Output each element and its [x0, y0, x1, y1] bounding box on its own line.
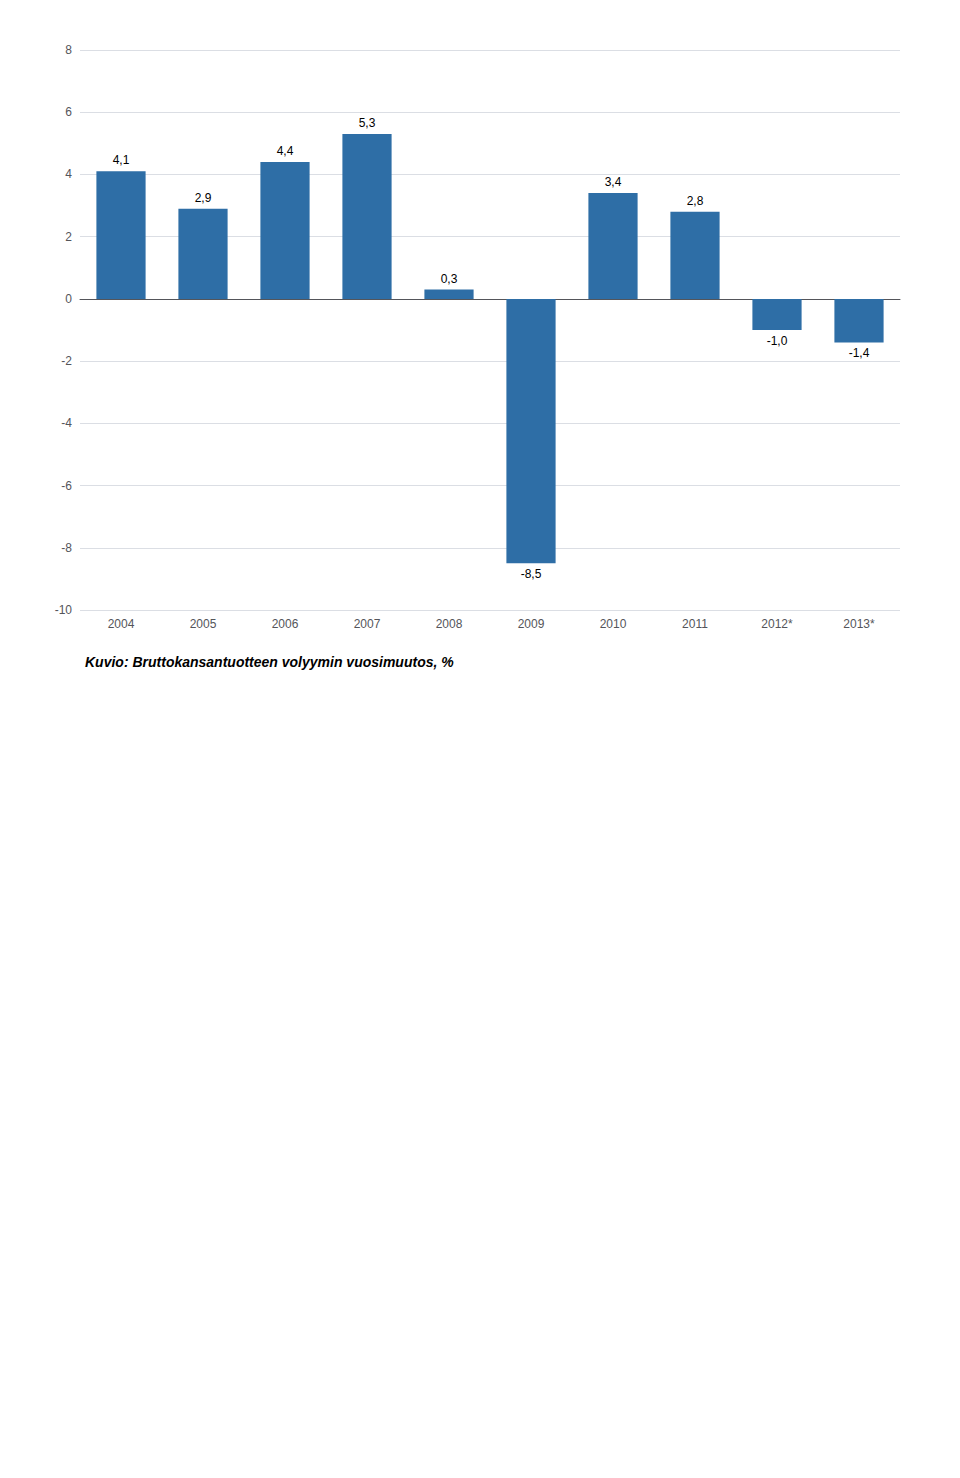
svg-text:6: 6	[65, 105, 72, 119]
svg-text:4,4: 4,4	[277, 144, 294, 158]
svg-text:-6: -6	[61, 479, 72, 493]
svg-text:0,3: 0,3	[441, 272, 458, 286]
svg-text:-8,5: -8,5	[521, 567, 542, 581]
svg-text:2: 2	[65, 230, 72, 244]
svg-text:-1,4: -1,4	[849, 346, 870, 360]
svg-text:2004: 2004	[108, 617, 135, 631]
svg-text:4,1: 4,1	[113, 153, 130, 167]
svg-text:2,9: 2,9	[195, 191, 212, 205]
svg-text:3,4: 3,4	[605, 175, 622, 189]
svg-text:2007: 2007	[354, 617, 381, 631]
svg-text:2005: 2005	[190, 617, 217, 631]
svg-text:2008: 2008	[436, 617, 463, 631]
svg-text:8: 8	[65, 43, 72, 57]
svg-text:2012*: 2012*	[761, 617, 793, 631]
svg-text:2,8: 2,8	[687, 194, 704, 208]
svg-text:4: 4	[65, 167, 72, 181]
svg-text:-8: -8	[61, 541, 72, 555]
svg-text:Kuvio: Bruttokansantuotteen vo: Kuvio: Bruttokansantuotteen volyymin vuo…	[85, 654, 454, 670]
svg-text:2009: 2009	[518, 617, 545, 631]
svg-text:5,3: 5,3	[359, 116, 376, 130]
svg-text:2010: 2010	[600, 617, 627, 631]
svg-text:-4: -4	[61, 416, 72, 430]
svg-text:2013*: 2013*	[843, 617, 875, 631]
svg-text:2011: 2011	[682, 617, 708, 631]
svg-text:0: 0	[65, 292, 72, 306]
svg-text:-10: -10	[55, 603, 73, 617]
svg-text:2006: 2006	[272, 617, 299, 631]
svg-text:-1,0: -1,0	[767, 334, 788, 348]
svg-text:-2: -2	[61, 354, 72, 368]
